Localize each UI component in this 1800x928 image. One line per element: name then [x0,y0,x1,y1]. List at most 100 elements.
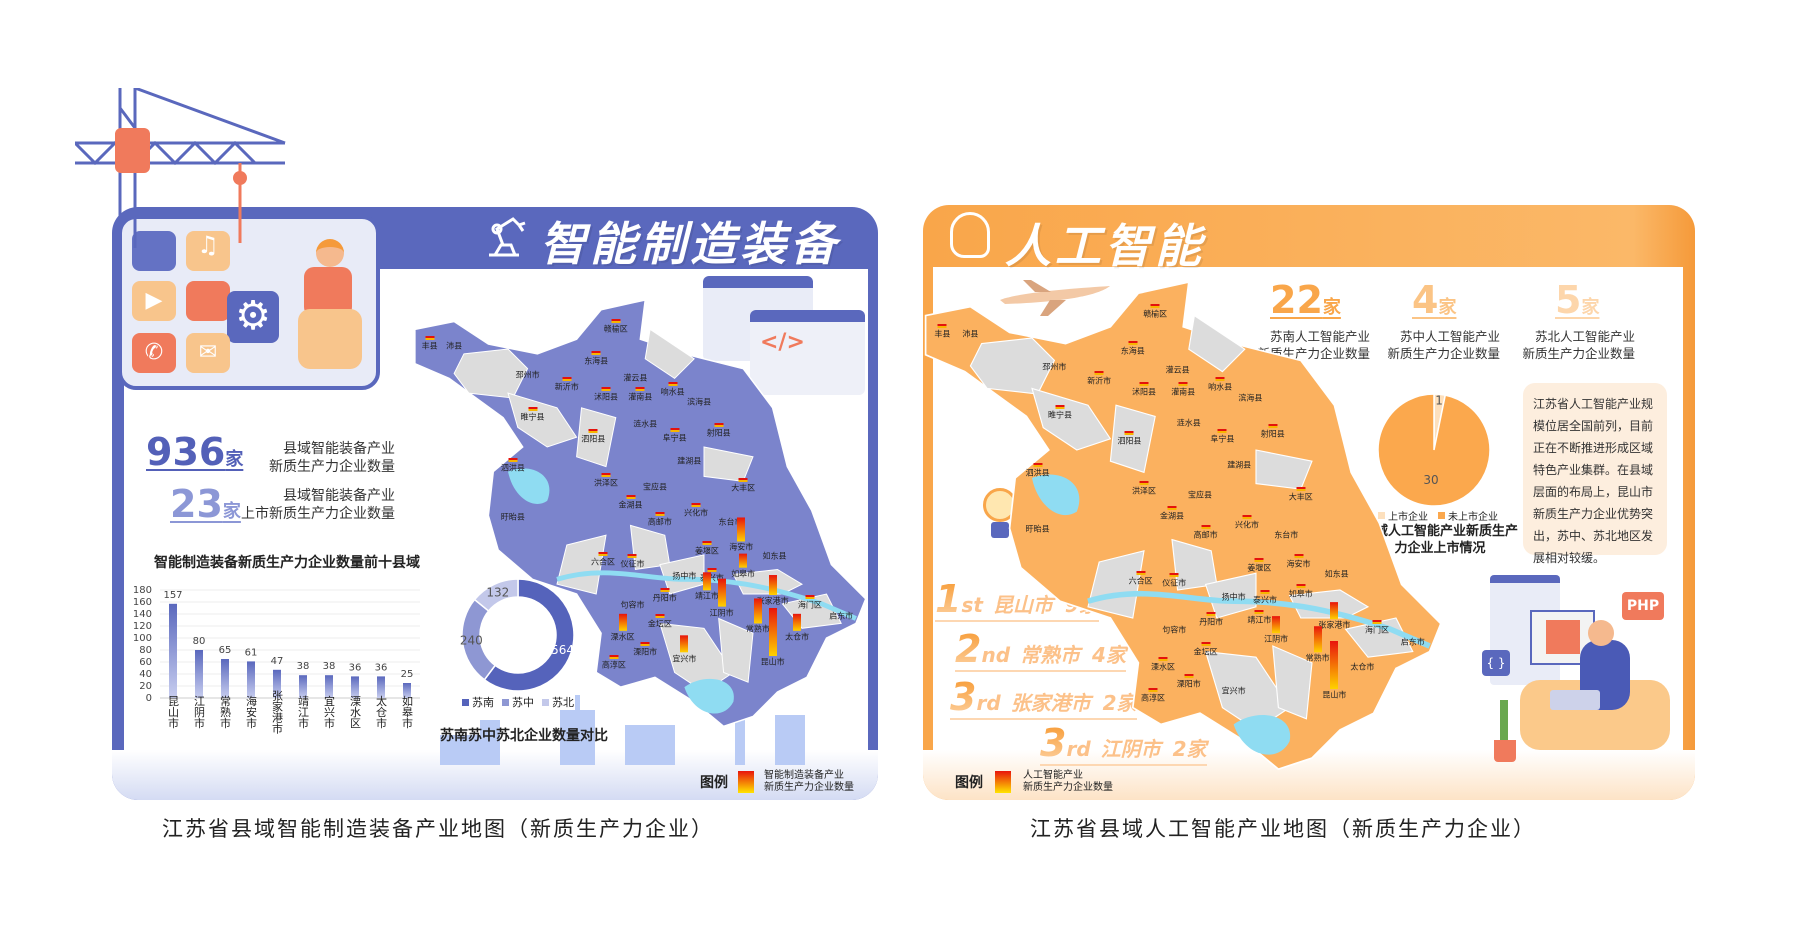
region-donut-chart: 564 240 132 [460,578,575,692]
heat-marker [528,406,537,411]
yangtze-river [556,570,857,621]
heat-marker [805,594,815,599]
non-county-area [732,568,804,595]
heat-marker [1206,612,1216,616]
heat-marker [1296,584,1306,588]
phone-icon: ✆ [132,333,176,373]
county-label: 泗洪县 [1025,468,1050,478]
county-label: 兴化市 [1235,520,1260,530]
county-label: 赣榆区 [1143,309,1168,319]
right-caption: 江苏省县域人工智能产业地图（新质生产力企业） [1030,817,1536,841]
county-label: 靖江市 [1247,615,1272,625]
heat-marker [1124,430,1134,435]
legend-item: 未上市企业 [1438,508,1498,523]
heat-bar [618,614,627,632]
county-label: 泰兴市 [1252,595,1277,605]
y-tick-label: 60 [139,657,152,668]
county-label: 高邮市 [1193,530,1218,540]
legend-line: 智能制造装备产业 [764,770,844,781]
map-legend: 图例 人工智能产业 新质生产力企业数量 [955,770,1113,794]
county-label: 大丰区 [731,483,756,493]
county-label: 建湖县 [1227,460,1252,470]
county-label: 扬中市 [672,571,697,581]
heat-marker [738,478,748,483]
heat-marker [609,654,619,659]
non-county-area [1109,404,1156,474]
stat-unit: 家 [222,501,241,522]
heat-bar [1272,615,1281,633]
county-label: 常熟市 [1305,653,1330,663]
yangtze-river [1087,590,1431,649]
code-window-illustration: </> [750,310,865,395]
county-label: 东台市 [718,517,743,527]
y-tick-label: 40 [139,669,152,680]
heat-marker [598,551,608,556]
pie-slice [1377,393,1491,507]
heat-marker [601,387,611,392]
county-label: 宝应县 [1188,490,1212,500]
heat-marker [1178,382,1188,387]
heat-marker [670,428,680,433]
rank-city: 昆山市 [992,593,1053,617]
heat-marker [1260,589,1270,594]
legend-item: 苏中 [502,694,534,710]
worker-illustration [282,239,372,379]
x-tick-label: 江阴市 [193,695,206,729]
legend-label: 未上市企业 [1448,512,1498,523]
tai-lake [1233,714,1291,755]
legend-swatch [1438,512,1445,519]
county-label: 六合区 [1128,576,1153,586]
legend-title: 图例 [700,775,728,791]
slice-value-label: 240 [460,634,483,648]
bar-value-label: 65 [219,645,232,656]
region-count-label: 苏北人工智能产业 新质生产力企业数量 [1522,328,1635,362]
county-label: 太仓市 [1350,662,1375,672]
heat-marker [1294,553,1304,558]
county-label: 灌云县 [1165,365,1190,375]
county-label: 邳州市 [515,370,540,380]
legend-gradient [738,771,754,793]
non-county-area [644,328,695,380]
legend-item: 苏北 [542,694,574,710]
county-label: 姜堰区 [694,546,719,556]
county-label: 海门区 [1364,625,1389,635]
ranking-item: 3rd 张家港市 2家 [950,676,1137,720]
label-line: 县域智能装备产业 [283,441,395,457]
heat-marker [425,336,435,341]
county-label: 金坛区 [1193,647,1218,657]
heat-marker [1139,480,1149,485]
stat-unit: 家 [1581,297,1600,318]
bar [221,659,229,698]
heat-marker [626,494,635,499]
x-tick-label: 昆山市 [167,695,180,729]
heat-marker [1169,572,1179,577]
music-icon: ♫ [186,231,230,271]
rank-suffix: rd [976,691,1001,715]
stat-value: 4 [1412,278,1439,322]
county-label: 丰县 [934,329,951,339]
county-label: 洪泽区 [594,478,618,488]
heat-bar [768,607,777,656]
county-label: 灌云县 [623,373,648,382]
county-label: 金坛区 [647,619,672,629]
jiangsu-map-smart-manufacturing: 丰县 沛县 赣榆区 东海县 邳州市 新沂市 沭阳县 灌云县 灌南县 响水县 滨海县 睢宁县 泗阳县 涟水县… [410,300,870,750]
bar [377,676,385,698]
county-label: 射阳县 [706,428,731,438]
non-county-area [1272,645,1313,720]
county-label: 响水县 [1208,382,1233,392]
bar-value-label: 38 [323,661,336,672]
heat-marker [1268,423,1278,428]
heat-marker [640,641,650,646]
label-line: 苏中人工智能产业 [1399,329,1500,344]
legend-gradient [995,771,1011,793]
jiangsu-map-ai: 丰县 沛县 赣榆区 东海县 邳州市 新沂市 沭阳县 灌云县 灌南县 响水县 滨海县 睢宁县 泗阳县 涟水县… [920,282,1445,797]
heat-marker [1128,340,1138,345]
rank-city: 江阴市 [1100,737,1161,761]
bar-value-label: 25 [401,669,414,680]
y-tick-label: 120 [133,621,152,632]
county-label: 张家港市 [1318,620,1351,630]
legend-item: 上市企业 [1378,508,1428,523]
legend-text: 人工智能产业 新质生产力企业数量 [1023,770,1113,794]
php-badge: PHP [1622,592,1664,620]
